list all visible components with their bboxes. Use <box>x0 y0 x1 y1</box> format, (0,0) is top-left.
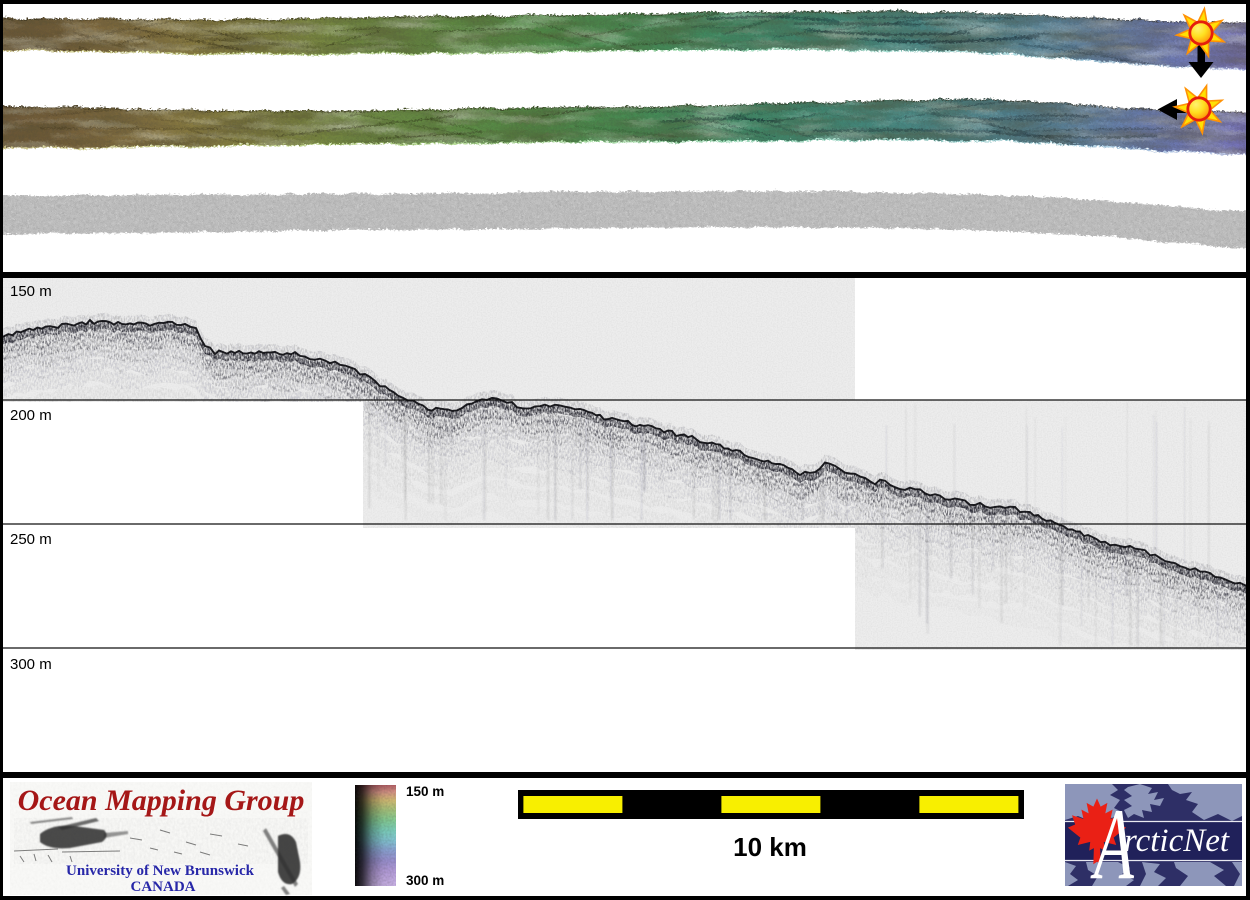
svg-text:150 m: 150 m <box>10 283 52 300</box>
svg-text:University of New Brunswick: University of New Brunswick <box>66 863 255 879</box>
svg-text:200 m: 200 m <box>10 407 52 424</box>
svg-text:300 m: 300 m <box>406 873 444 888</box>
svg-text:A: A <box>1090 789 1134 900</box>
svg-text:300 m: 300 m <box>10 656 52 673</box>
svg-text:rcticNet: rcticNet <box>1124 823 1230 859</box>
svg-text:Ocean Mapping Group: Ocean Mapping Group <box>18 784 305 817</box>
svg-text:CANADA: CANADA <box>131 879 196 895</box>
svg-text:150 m: 150 m <box>406 784 444 799</box>
svg-text:10 km: 10 km <box>733 832 807 862</box>
svg-text:250 m: 250 m <box>10 531 52 548</box>
